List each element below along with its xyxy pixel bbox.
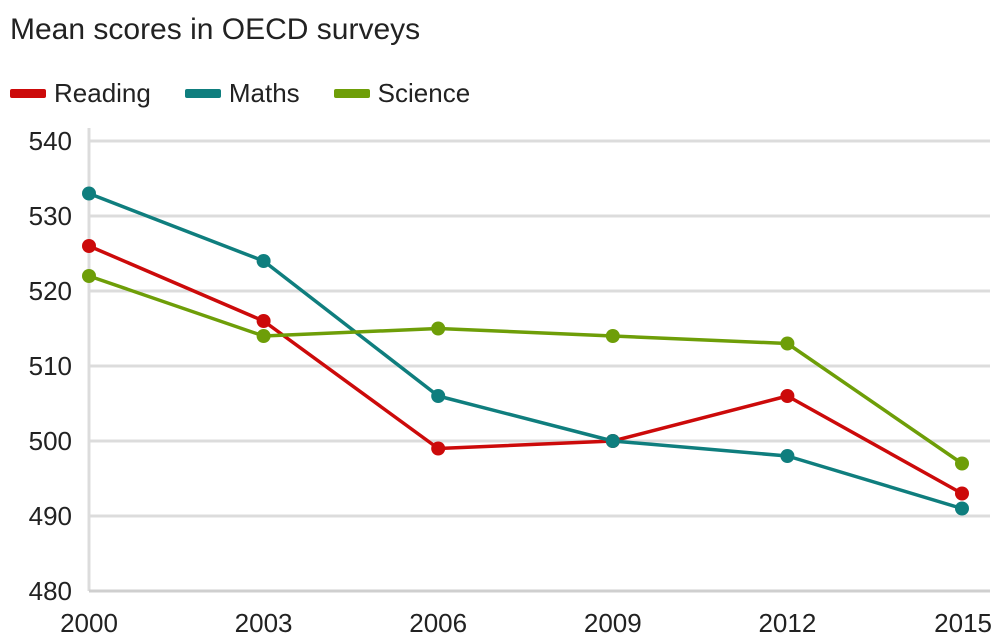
point-reading-2006 (431, 441, 446, 456)
point-maths-2009 (605, 434, 620, 448)
legend-swatch-reading (10, 88, 46, 98)
legend-swatch-science (333, 88, 370, 98)
point-science-2003 (256, 329, 271, 343)
point-science-2012 (780, 336, 795, 351)
legend-item-science: Science (333, 78, 471, 108)
point-maths-2006 (431, 389, 446, 403)
point-reading-2003 (256, 314, 271, 328)
legend: Reading Maths Science (10, 75, 504, 111)
legend-swatch-maths (184, 88, 221, 98)
y-tick-label-490: 490 (29, 501, 72, 531)
point-science-2006 (431, 321, 446, 336)
point-science-2015 (955, 456, 969, 471)
y-tick-label-520: 520 (29, 276, 72, 306)
series-line-reading (87, 244, 964, 496)
point-science-2009 (605, 329, 620, 343)
point-reading-2015 (955, 486, 969, 501)
series-line-maths (87, 191, 964, 511)
point-maths-2003 (256, 254, 271, 268)
x-tick-label-2012: 2012 (758, 608, 816, 636)
point-maths-2015 (955, 501, 969, 516)
y-tick-label-500: 500 (29, 426, 72, 456)
point-science-2000 (82, 269, 96, 283)
y-tick-label-510: 510 (29, 351, 72, 381)
point-reading-2000 (82, 239, 96, 253)
y-tick-label-540: 540 (29, 126, 72, 156)
series-line-science (87, 274, 964, 466)
legend-label-reading: Reading (54, 78, 151, 108)
point-maths-2000 (82, 186, 96, 201)
x-tick-label-2003: 2003 (235, 608, 293, 636)
legend-item-maths: Maths (184, 78, 300, 108)
legend-item-reading: Reading (10, 78, 151, 108)
x-tick-label-2006: 2006 (409, 608, 467, 636)
legend-label-maths: Maths (228, 78, 300, 108)
legend-label-science: Science (377, 78, 471, 108)
x-tick-label-2015: 2015 (934, 608, 992, 636)
chart-title: Mean scores in OECD surveys (10, 13, 421, 46)
y-tick-label-480: 480 (29, 576, 72, 606)
point-reading-2012 (780, 389, 795, 403)
point-maths-2012 (780, 449, 795, 463)
x-tick-label-2009: 2009 (584, 608, 642, 636)
y-tick-label-530: 530 (29, 201, 72, 231)
x-tick-label-2000: 2000 (60, 608, 118, 636)
